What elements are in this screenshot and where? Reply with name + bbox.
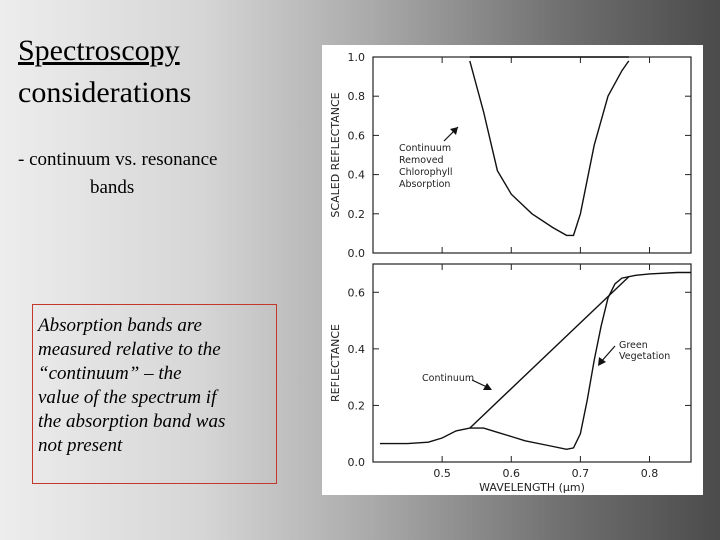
x-tick-label: 0.7 [572, 467, 590, 480]
y-tick-label: 0.6 [348, 129, 366, 142]
continuum-removed-absorption-line [469, 60, 630, 237]
note-line: “continuum” – the [38, 363, 182, 384]
y-tick-label: 0.2 [348, 208, 366, 221]
y-tick-label: 0.4 [348, 343, 366, 356]
top-y-axis-label: SCALED REFLECTANCE [329, 92, 342, 217]
absorption-annotation-text: Removed [399, 155, 444, 166]
title-line-2: considerations [18, 76, 192, 109]
y-tick-label: 0.2 [348, 399, 366, 412]
bullet-point: - continuum vs. resonance bands [18, 146, 318, 202]
absorption-annotation-text: Absorption [399, 179, 450, 190]
spectra-figure: 0.0 0.2 0.4 0.6 0.8 1.0 SCALED REFLECTANCE Cont… [322, 45, 703, 495]
bottom-plot-frame [372, 263, 692, 463]
x-tick-label: 0.5 [433, 467, 451, 480]
absorption-annotation-text: Continuum [399, 143, 451, 154]
title-line-1: Spectroscopy [18, 34, 180, 67]
y-tick-label: 1.0 [348, 51, 366, 64]
continuum-annotation-text: Continuum [422, 373, 474, 384]
x-axis-label: WAVELENGTH (µm) [479, 481, 585, 494]
spectra-figure-svg: 0.0 0.2 0.4 0.6 0.8 1.0 SCALED REFLECTANCE Cont… [329, 51, 692, 494]
continuum-line [469, 276, 630, 429]
note-line: Absorption bands are [38, 315, 202, 336]
y-tick-label: 0.0 [348, 247, 366, 260]
note-line: measured relative to the [38, 339, 221, 360]
bottom-y-axis-label: REFLECTANCE [329, 324, 342, 402]
note-line: not present [38, 435, 123, 456]
green-vegetation-annotation-text: Green [619, 340, 648, 351]
slide-title: Spectroscopy considerations [18, 30, 318, 114]
y-tick-label: 0.8 [348, 90, 366, 103]
note-line: value of the spectrum if [38, 387, 217, 408]
bullet-line-2: bands [90, 177, 135, 198]
annotation-arrowhead [598, 357, 606, 366]
bullet-line-1: - continuum vs. resonance [18, 149, 218, 170]
y-tick-label: 0.0 [348, 456, 366, 469]
annotation-arrowhead [483, 383, 492, 390]
x-tick-label: 0.8 [641, 467, 659, 480]
note-line: the absorption band was [38, 411, 226, 432]
y-tick-label: 0.6 [348, 286, 366, 299]
x-tick-label: 0.6 [503, 467, 521, 480]
definition-note-box: Absorption bands are measured relative t… [32, 304, 277, 484]
absorption-annotation-text: Chlorophyll [399, 167, 453, 178]
y-tick-label: 0.4 [348, 169, 366, 182]
annotation-arrowhead [450, 127, 458, 135]
green-vegetation-annotation-text: Vegetation [619, 351, 670, 362]
green-vegetation-line [379, 271, 691, 451]
